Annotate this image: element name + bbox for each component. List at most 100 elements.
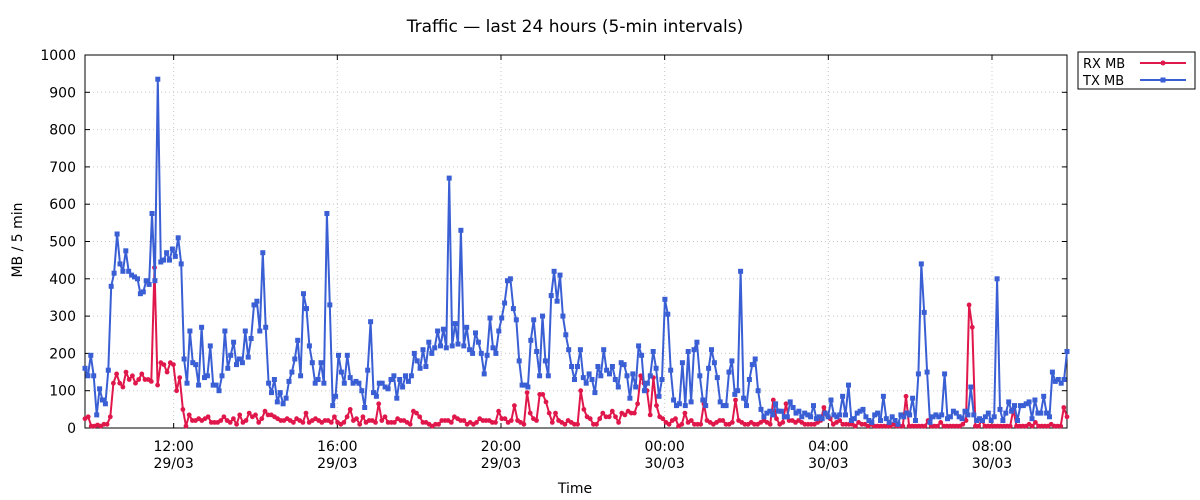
data-point-rx [382,414,388,420]
data-point-tx [1035,410,1041,416]
data-point-rx [407,421,413,427]
data-point-tx [580,375,586,381]
data-point-rx [969,324,975,330]
data-point-tx [880,393,886,399]
data-point-rx [660,416,666,422]
data-point-rx [347,407,353,412]
data-point-rx [174,388,180,394]
data-point-rx [300,420,306,425]
data-point-tx [671,397,677,403]
data-point-tx [872,412,878,418]
data-point-tx [746,377,752,382]
data-point-tx [770,412,776,418]
data-point-tx [726,369,732,375]
data-point-tx [1012,403,1017,409]
data-point-tx [787,399,793,405]
data-point-tx [977,416,983,422]
data-point-tx [149,211,155,216]
data-point-rx [126,377,132,382]
data-point-tx [452,321,458,327]
data-point-tx [196,382,202,388]
data-point-tx [930,414,936,420]
x-tick-label-date: 29/03 [481,456,521,472]
data-point-tx [449,343,455,349]
x-tick-label-time: 20:00 [481,439,521,455]
data-point-tx [609,364,615,369]
data-point-tx [411,350,417,356]
data-point-rx [85,414,91,420]
data-point-tx [639,352,645,358]
data-point-tx [330,403,336,409]
data-point-tx [642,388,647,394]
data-point-rx [534,418,539,423]
data-point-rx [243,418,249,423]
data-point-rx [600,410,606,416]
data-point-tx [918,261,924,267]
data-point-tx [242,328,248,334]
data-point-tx [898,412,904,418]
data-point-tx [621,362,627,368]
data-point-tx [304,306,309,312]
legend-marker-rx [1160,60,1166,66]
data-point-rx [729,420,735,425]
data-point-tx [1015,418,1020,423]
data-point-rx [673,416,678,422]
data-point-tx [592,390,598,396]
data-point-tx [505,278,510,284]
data-point-tx [91,373,97,379]
data-point-tx [1047,414,1052,420]
data-point-rx [679,421,685,427]
data-point-tx [985,410,991,416]
data-point-tx [432,345,438,351]
data-point-tx [210,382,216,388]
data-point-tx [647,373,653,379]
data-point-tx [886,419,892,425]
data-point-rx [575,421,580,427]
data-point-tx [857,408,863,414]
data-point-rx [594,421,599,427]
data-point-rx [139,371,145,377]
data-point-tx [542,358,548,364]
data-point-tx [860,406,866,412]
data-point-rx [448,420,454,425]
data-point-tx [921,309,927,315]
data-point-rx [1064,414,1070,420]
data-point-tx [400,384,406,390]
data-point-tx [114,231,120,237]
data-point-rx [237,412,243,418]
data-point-rx [180,407,186,412]
data-point-tx [796,408,802,414]
data-point-tx [475,339,481,345]
data-point-tx [301,291,306,297]
y-tick-label: 900 [49,85,76,101]
data-point-tx [85,373,91,379]
data-point-tx [901,414,907,420]
data-point-rx [540,392,546,397]
data-point-tx [178,261,184,267]
data-point-tx [968,384,974,390]
data-point-rx [164,369,170,375]
data-point-rx [783,401,789,407]
data-point-tx [714,375,720,381]
data-point-rx [546,410,552,416]
data-point-tx [729,358,735,364]
data-point-tx [102,401,108,407]
data-point-rx [587,416,593,422]
data-point-rx [622,412,628,418]
data-point-tx [711,360,717,366]
data-point-tx [306,343,312,349]
data-point-tx [910,395,916,401]
data-point-tx [586,371,592,377]
data-point-rx [821,405,827,410]
data-point-rx [508,418,514,423]
data-point-rx [246,410,252,416]
data-point-tx [277,390,283,396]
data-point-rx [117,380,123,386]
data-point-tx [286,378,292,384]
data-point-tx [950,408,956,414]
data-point-tx [653,365,659,371]
data-point-tx [778,408,784,414]
data-point-tx [604,367,610,373]
data-point-tx [776,408,781,414]
y-tick-label: 100 [49,384,76,400]
